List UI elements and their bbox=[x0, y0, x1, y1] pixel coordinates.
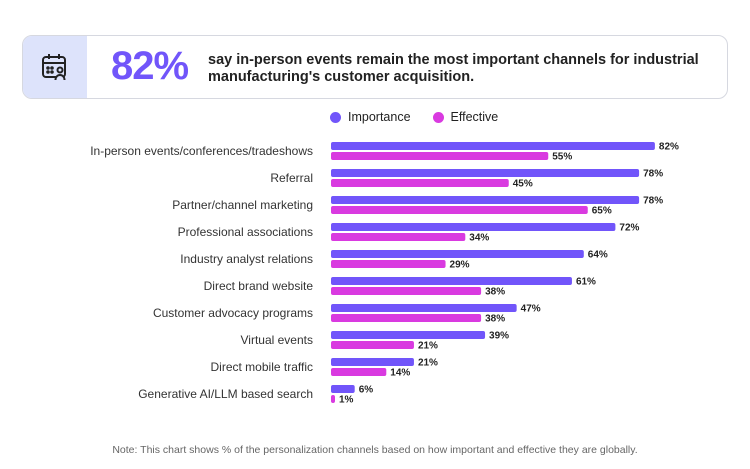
bar-effective bbox=[331, 260, 446, 268]
calendar-person-icon bbox=[42, 54, 66, 81]
bar-effective bbox=[331, 314, 482, 322]
data-label: 61% bbox=[576, 277, 596, 288]
data-label: 6% bbox=[359, 385, 374, 396]
category-label: Virtual events bbox=[241, 333, 314, 347]
data-label: 65% bbox=[592, 206, 612, 217]
legend-label: Effective bbox=[450, 110, 499, 124]
bar-importance bbox=[331, 169, 640, 177]
data-label: 45% bbox=[513, 179, 533, 190]
data-label: 47% bbox=[521, 304, 541, 315]
icon-panel bbox=[23, 36, 87, 98]
bar-effective bbox=[331, 233, 466, 241]
bar-importance bbox=[331, 358, 414, 366]
legend-item-effective: Effective bbox=[432, 110, 499, 124]
data-label: 64% bbox=[588, 250, 608, 261]
data-label: 29% bbox=[450, 260, 470, 271]
category-label: Direct mobile traffic bbox=[211, 360, 313, 374]
bar-importance bbox=[331, 250, 584, 258]
category-label: Generative AI/LLM based search bbox=[138, 387, 313, 401]
bar-effective bbox=[331, 287, 482, 295]
data-label: 21% bbox=[418, 358, 438, 369]
data-label: 55% bbox=[552, 152, 572, 163]
bar-effective bbox=[331, 341, 414, 349]
bar-importance bbox=[331, 142, 655, 150]
data-label: 34% bbox=[469, 233, 489, 244]
bar-effective bbox=[331, 368, 387, 376]
legend-swatch-effective bbox=[432, 111, 444, 123]
bar-effective bbox=[331, 395, 335, 403]
data-label: 72% bbox=[619, 223, 639, 234]
category-label: Customer advocacy programs bbox=[153, 306, 313, 320]
bar-chart: In-person events/conferences/tradeshows 8… bbox=[90, 142, 679, 406]
highlight-banner: 82% say in-person events remain the most… bbox=[22, 35, 728, 99]
chart-note: Note: This chart shows % of the personal… bbox=[112, 444, 638, 456]
legend-item-importance: Importance bbox=[330, 110, 411, 124]
category-label: Referral bbox=[270, 171, 313, 185]
bar-importance bbox=[331, 223, 616, 231]
category-label: Direct brand website bbox=[204, 279, 314, 293]
headline-stat: 82% bbox=[111, 44, 189, 88]
bar-importance bbox=[331, 277, 572, 285]
legend-swatch-importance bbox=[330, 111, 341, 123]
bar-effective bbox=[331, 152, 549, 160]
legend-label: Importance bbox=[348, 110, 411, 124]
data-label: 38% bbox=[485, 314, 505, 325]
data-label: 78% bbox=[643, 169, 663, 180]
headline-text: say in-person events remain the most imp… bbox=[208, 52, 699, 85]
data-label: 1% bbox=[339, 395, 354, 406]
bar-importance bbox=[331, 304, 517, 312]
bar-importance bbox=[331, 385, 355, 393]
bar-effective bbox=[331, 206, 588, 214]
data-label: 39% bbox=[489, 331, 509, 342]
chart-legend: Importance Effective bbox=[330, 110, 498, 124]
data-label: 21% bbox=[418, 341, 438, 352]
data-label: 82% bbox=[659, 142, 679, 153]
category-label: In-person events/conferences/tradeshows bbox=[90, 144, 313, 158]
data-label: 14% bbox=[390, 368, 410, 379]
bar-importance bbox=[331, 196, 640, 204]
category-label: Industry analyst relations bbox=[180, 252, 313, 266]
bar-effective bbox=[331, 179, 509, 187]
category-label: Partner/channel marketing bbox=[172, 198, 313, 212]
data-label: 78% bbox=[643, 196, 663, 207]
category-label: Professional associations bbox=[178, 225, 313, 239]
bar-importance bbox=[331, 331, 486, 339]
data-label: 38% bbox=[485, 287, 505, 298]
